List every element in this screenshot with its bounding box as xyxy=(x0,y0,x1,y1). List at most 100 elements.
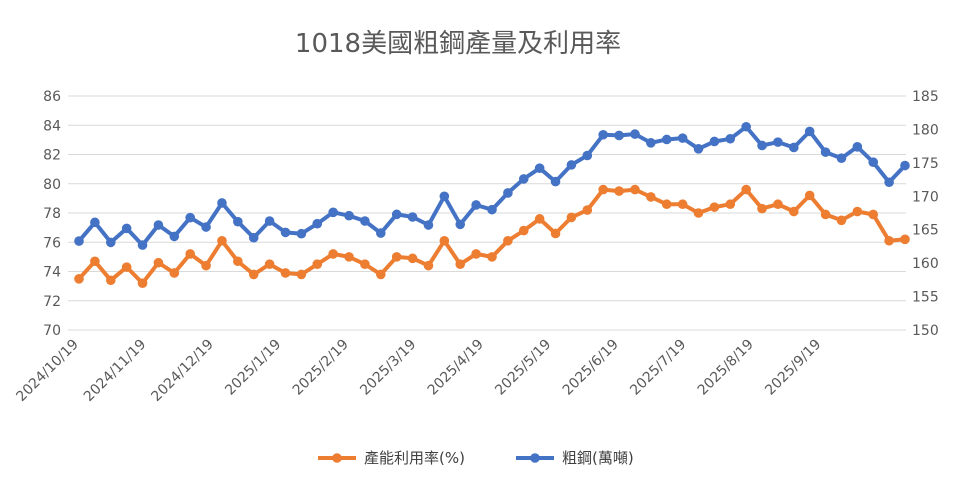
data-point xyxy=(391,252,402,262)
data-point xyxy=(201,222,211,232)
data-point xyxy=(566,212,577,223)
y-left-tick-label: 80 xyxy=(43,177,61,193)
data-point xyxy=(233,216,243,227)
legend-label: 產能利用率(%) xyxy=(364,449,465,467)
data-point xyxy=(137,240,148,250)
series-2 xyxy=(74,121,910,250)
data-point xyxy=(820,209,831,220)
x-axis: 2024/10/19 2024/11/19 2024/12/19 2025/1/19 2… xyxy=(13,337,824,405)
data-point xyxy=(185,249,195,259)
data-point xyxy=(344,252,354,262)
data-point xyxy=(137,278,148,289)
y-left-tick-label: 70 xyxy=(43,323,61,339)
data-point xyxy=(312,259,323,269)
data-point xyxy=(693,144,704,154)
data-point xyxy=(677,133,688,143)
data-point xyxy=(646,138,656,148)
y-right-tick-label: 150 xyxy=(912,323,939,339)
y-right-tick-label: 165 xyxy=(912,223,939,239)
data-point xyxy=(344,210,354,221)
data-point xyxy=(789,206,799,217)
data-point xyxy=(455,259,466,269)
data-point xyxy=(598,184,608,195)
data-point xyxy=(248,269,259,280)
data-point xyxy=(105,275,116,286)
x-tick-label: 2025/1/19 xyxy=(222,337,284,399)
data-point xyxy=(614,186,624,196)
data-point xyxy=(503,188,513,198)
x-tick-label: 2025/4/19 xyxy=(425,337,487,399)
data-point xyxy=(836,153,847,163)
data-point xyxy=(90,256,100,267)
x-tick-label: 2025/6/19 xyxy=(560,337,622,399)
y-left-tick-label: 72 xyxy=(43,294,61,310)
data-point xyxy=(725,199,736,210)
data-point xyxy=(328,249,338,259)
data-point xyxy=(121,262,132,272)
data-point xyxy=(487,204,497,215)
data-point xyxy=(741,121,751,132)
data-point xyxy=(582,150,593,161)
y-left-tick-label: 84 xyxy=(43,118,61,134)
data-point xyxy=(693,208,704,218)
legend: 產能利用率(%) 粗鋼(萬噸) xyxy=(318,449,634,467)
legend-marker xyxy=(332,453,342,463)
data-point xyxy=(868,157,879,167)
data-point xyxy=(153,220,164,230)
data-point xyxy=(884,177,894,188)
data-point xyxy=(550,176,561,187)
legend-marker xyxy=(530,453,540,463)
data-point xyxy=(773,137,783,147)
data-point xyxy=(836,215,847,226)
x-tick-label: 2024/11/19 xyxy=(81,337,149,405)
data-point xyxy=(217,198,227,208)
data-point xyxy=(360,259,370,269)
data-point xyxy=(360,216,370,226)
data-point xyxy=(312,218,323,229)
x-tick-label: 2025/2/19 xyxy=(290,337,352,399)
x-tick-label: 2025/7/19 xyxy=(627,337,689,399)
y-right-tick-label: 180 xyxy=(912,122,939,138)
y-left-tick-label: 82 xyxy=(43,148,61,164)
y-left-tick-label: 86 xyxy=(43,89,61,105)
data-point xyxy=(376,269,386,280)
data-point xyxy=(741,184,751,195)
data-point xyxy=(391,209,402,220)
data-point xyxy=(900,234,910,245)
data-point xyxy=(105,237,116,248)
x-tick-label: 2024/10/19 xyxy=(13,337,81,405)
data-point xyxy=(630,129,640,139)
data-point xyxy=(153,257,164,268)
data-point xyxy=(248,232,259,243)
data-point xyxy=(773,199,783,210)
data-point xyxy=(852,206,863,217)
y-axis-right: 150 155 160 165 170 175 180 185 xyxy=(912,89,939,339)
data-point xyxy=(582,205,593,215)
data-point xyxy=(900,160,910,171)
legend-item-1: 產能利用率(%) xyxy=(318,449,465,467)
data-point xyxy=(661,199,672,210)
data-point xyxy=(439,191,450,202)
data-point xyxy=(804,190,815,201)
data-point xyxy=(74,274,84,284)
data-point xyxy=(264,259,275,269)
chart-title: 1018美國粗鋼產量及利用率 xyxy=(295,29,621,59)
data-point xyxy=(677,199,688,210)
data-point xyxy=(518,174,529,184)
data-point xyxy=(233,256,243,267)
legend-item-2: 粗鋼(萬噸) xyxy=(516,449,634,467)
data-point xyxy=(614,130,624,141)
data-point xyxy=(296,228,307,239)
data-point xyxy=(503,235,513,246)
series-group xyxy=(74,121,910,289)
data-point xyxy=(725,133,736,144)
data-point xyxy=(757,203,767,214)
y-right-tick-label: 170 xyxy=(912,189,939,205)
data-point xyxy=(709,136,720,147)
data-point xyxy=(423,220,434,230)
data-point xyxy=(217,235,227,246)
data-point xyxy=(280,268,291,278)
x-tick-label: 2025/3/19 xyxy=(357,337,419,399)
data-point xyxy=(757,140,767,151)
